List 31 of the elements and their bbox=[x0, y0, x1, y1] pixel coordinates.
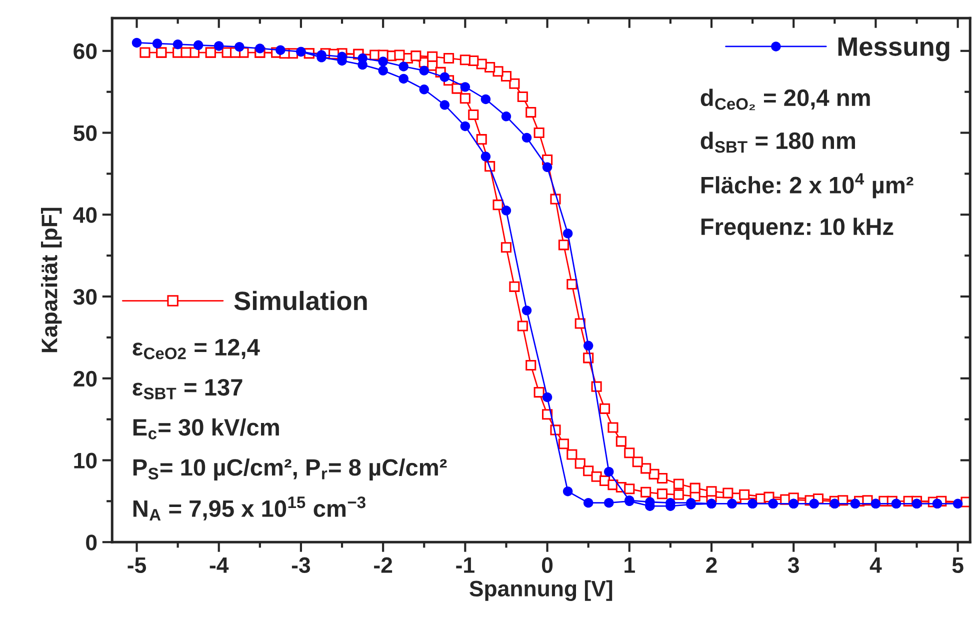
x-tick-label: -1 bbox=[456, 558, 474, 573]
annotation: P$_{S}$= 10 µC/cm², P$_{r}$= 8 µC/cm² bbox=[133, 458, 447, 480]
x-tick-label: -3 bbox=[292, 557, 310, 574]
x-tick-label: -2 bbox=[374, 557, 392, 573]
y-tick-label: 50 bbox=[74, 125, 97, 142]
y-tick-label: 20 bbox=[74, 370, 97, 387]
annotation: d$_{CeO₂}$ = 20,4 nm bbox=[700, 88, 870, 110]
x-tick-label: 5 bbox=[952, 558, 964, 574]
x-tick-label: -5 bbox=[128, 558, 146, 574]
legend-label: Simulation bbox=[234, 290, 367, 310]
y-tick-label: 10 bbox=[74, 452, 97, 469]
y-axis-title: Kapazität [pF] bbox=[41, 208, 62, 352]
annotation: Fläche: 2 x 10$^{4}$ µm² bbox=[701, 173, 914, 198]
x-tick-label: 2 bbox=[706, 557, 717, 573]
y-tick-label: 60 bbox=[74, 43, 97, 60]
y-tick-label: 0 bbox=[86, 534, 97, 550]
x-tick-label: -4 bbox=[210, 558, 229, 573]
annotation: ε$_{CeO2}$ = 12,4 bbox=[132, 338, 260, 360]
annotation: N$_{A}$ = 7,95 x 10$^{15}$ cm$^{−3}$ bbox=[133, 496, 366, 520]
x-tick-label: 4 bbox=[870, 558, 882, 573]
annotation: Frequenz: 10 kHz bbox=[701, 218, 894, 240]
x-tick-label: 0 bbox=[542, 557, 553, 574]
y-tick-label: 30 bbox=[73, 289, 97, 305]
x-tick-label: 1 bbox=[624, 558, 635, 573]
annotation: E$_{c}$= 30 kV/cm bbox=[133, 418, 279, 440]
annotation: d$_{SBT}$ = 180 nm bbox=[700, 132, 855, 153]
annotation: ε$_{SBT}$ = 137 bbox=[132, 378, 242, 400]
y-tick-label: 40 bbox=[73, 207, 97, 223]
x-tick-label: 3 bbox=[788, 557, 799, 574]
x-axis-title: Spannung [V] bbox=[470, 580, 612, 602]
legend-label: Messung bbox=[838, 38, 950, 62]
